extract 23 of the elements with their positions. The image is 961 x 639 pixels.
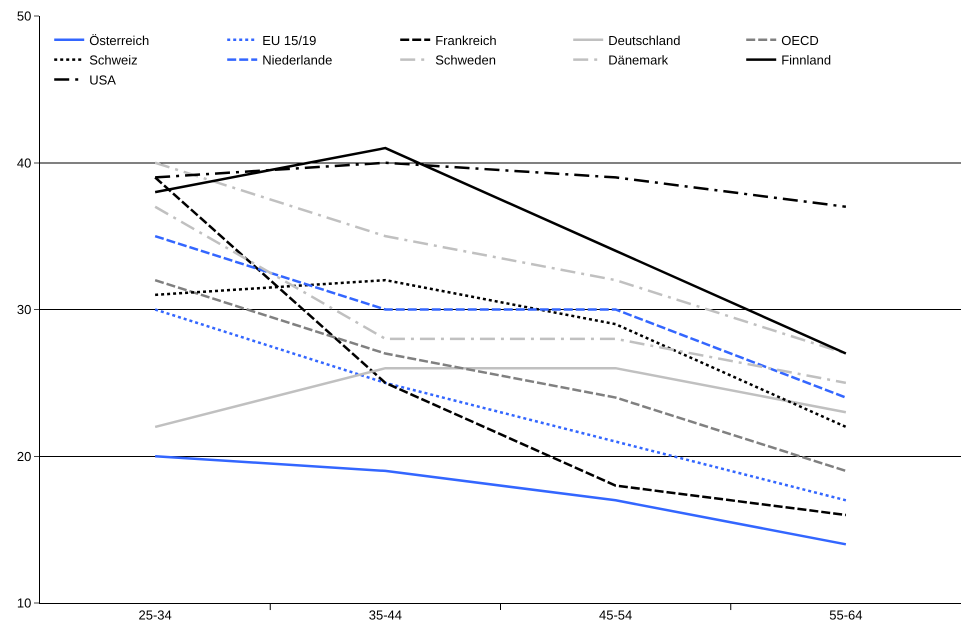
legend-label: Schweden <box>435 52 496 68</box>
y-tick-label: 50 <box>16 8 32 24</box>
line-series <box>154 308 848 502</box>
legend-label: Niederlande <box>262 52 332 68</box>
legend-label: OECD <box>781 32 819 48</box>
y-tick-label: 30 <box>16 302 32 318</box>
x-tick-label: 55-64 <box>829 608 863 623</box>
legend-label: Finnland <box>781 52 832 68</box>
y-tick-label: 40 <box>16 155 32 170</box>
legend-label: Österreich <box>89 32 150 48</box>
x-tick-label: 45-54 <box>599 608 632 623</box>
legend-label: Deutschland <box>608 32 680 48</box>
line-series <box>154 455 848 546</box>
legend-label: USA <box>89 72 116 88</box>
legend-label: Dänemark <box>608 52 669 68</box>
line-series <box>154 278 848 472</box>
legend-label: Schweiz <box>89 52 138 68</box>
y-tick-label: 20 <box>16 448 32 464</box>
legend-label: Frankreich <box>435 32 497 48</box>
legend-label: EU 15/19 <box>262 32 316 48</box>
y-tick-label: 10 <box>16 596 32 611</box>
x-tick-label: 35-44 <box>368 608 402 623</box>
x-tick-label: 25-34 <box>138 608 172 623</box>
